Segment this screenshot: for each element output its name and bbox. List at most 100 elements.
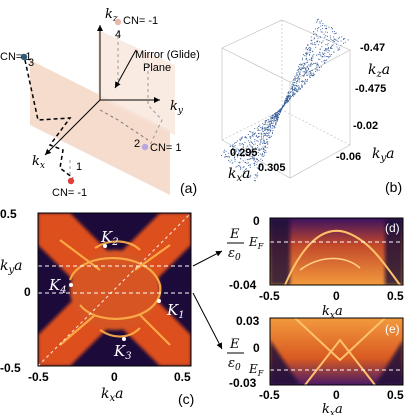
scatter-dot — [221, 155, 222, 156]
scatter-dot — [294, 76, 295, 77]
scatter-dot — [311, 70, 312, 71]
c-xtick-1: -0.5 — [28, 370, 49, 384]
scatter-dot — [320, 25, 321, 26]
scatter-dot — [324, 25, 325, 26]
scatter-dot — [325, 60, 326, 61]
scatter-dot — [324, 62, 325, 63]
scatter-dot — [262, 130, 263, 131]
scatter-dot — [297, 72, 298, 73]
scatter-dot — [254, 139, 255, 140]
d-ytick-1: 0 — [253, 214, 260, 228]
scatter-dot — [298, 89, 299, 90]
scatter-dot — [304, 55, 305, 56]
scatter-dot — [314, 33, 315, 34]
scatter-dot — [323, 53, 324, 54]
scatter-dot — [268, 120, 269, 121]
scatter-dot — [311, 36, 312, 37]
scatter-dot — [307, 53, 308, 54]
scatter-dot — [255, 161, 256, 162]
scatter-dot — [315, 47, 316, 48]
scatter-dot — [262, 127, 263, 128]
scatter-dot — [302, 80, 303, 81]
scatter-dot — [240, 140, 241, 141]
scatter-dot — [318, 70, 319, 71]
scatter-dot — [311, 58, 312, 59]
scatter-dot — [294, 78, 295, 79]
scatter-dot — [267, 143, 268, 144]
scatter-dot — [319, 21, 320, 22]
panel-b: -0.47 -0.475 kza -0.02 -0.06 kya 0.295 0… — [221, 19, 402, 195]
scatter-dot — [258, 133, 259, 134]
scatter-dot — [306, 55, 307, 56]
scatter-dot — [326, 60, 327, 61]
scatter-dot — [331, 39, 332, 40]
scatter-dot — [274, 113, 275, 114]
scatter-dot — [271, 136, 272, 137]
scatter-dot — [318, 54, 319, 55]
scatter-dot — [297, 78, 298, 79]
scatter-dot — [288, 92, 289, 93]
scatter-dot — [333, 52, 334, 53]
scatter-dot — [266, 120, 267, 121]
c-ytick-2: 0 — [24, 285, 31, 299]
scatter-dot — [263, 156, 264, 157]
scatter-dot — [303, 63, 304, 64]
scatter-dot — [307, 66, 308, 67]
scatter-dot — [238, 165, 239, 166]
scatter-dot — [319, 59, 320, 60]
scatter-dot — [317, 64, 318, 65]
scatter-dot — [321, 61, 322, 62]
scatter-dot — [320, 49, 321, 50]
scatter-dot — [305, 68, 306, 69]
scatter-dot — [265, 135, 266, 136]
scatter-dot — [276, 113, 277, 114]
scatter-dot — [333, 44, 334, 45]
scatter-dot — [264, 146, 265, 147]
scatter-dot — [319, 41, 320, 42]
scatter-dot — [306, 47, 307, 48]
scatter-dot — [226, 156, 227, 157]
scatter-dot — [330, 47, 331, 48]
scatter-dot — [317, 70, 318, 71]
scatter-dot — [285, 102, 286, 103]
scatter-dot — [310, 48, 311, 49]
scatter-dot — [318, 27, 319, 28]
scatter-dot — [263, 124, 264, 125]
scatter-dot — [240, 139, 241, 140]
scatter-dot — [296, 89, 297, 90]
e-ytick-3: -0.03 — [229, 376, 257, 390]
scatter-dot — [327, 44, 328, 45]
scatter-dot — [305, 69, 306, 70]
scatter-dot — [289, 93, 290, 94]
point-top — [115, 19, 121, 25]
scatter-dot — [306, 58, 307, 59]
scatter-dot — [314, 44, 315, 45]
scatter-dot — [317, 63, 318, 64]
scatter-dot — [338, 50, 339, 51]
scatter-dot — [340, 45, 341, 46]
scatter-dot — [265, 152, 266, 153]
scatter-dot — [321, 66, 322, 67]
scatter-dot — [316, 34, 317, 35]
point-bottom — [68, 178, 74, 184]
scatter-dot — [298, 85, 299, 86]
scatter-dot — [311, 74, 312, 75]
scatter-dot — [244, 142, 245, 143]
scatter-dot — [314, 74, 315, 75]
scatter-dot — [229, 161, 230, 162]
scatter-dot — [301, 68, 302, 69]
scatter-dot — [265, 150, 266, 151]
scatter-dot — [272, 132, 273, 133]
scatter-dot — [292, 82, 293, 83]
scatter-dot — [268, 121, 269, 122]
scatter-dot — [316, 67, 317, 68]
scatter-dot — [280, 109, 281, 110]
scatter-dot — [328, 27, 329, 28]
scatter-dot — [331, 27, 332, 28]
scatter-dot — [302, 58, 303, 59]
scatter-dot — [315, 28, 316, 29]
scatter-dot — [272, 128, 273, 129]
scatter-dot — [293, 94, 294, 95]
scatter-dot — [268, 137, 269, 138]
scatter-dot — [259, 150, 260, 151]
